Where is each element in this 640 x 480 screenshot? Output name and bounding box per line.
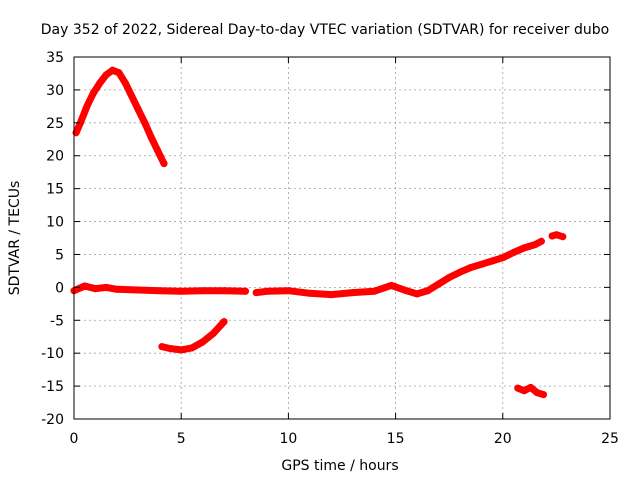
data-point	[154, 147, 162, 154]
data-point	[188, 344, 196, 352]
data-point	[160, 160, 168, 168]
data-point	[252, 289, 260, 297]
axis-ticks: 0 5 10 15 20 25 -20 -15 -10 -5 0 5 10 15 20 25 30 35	[41, 50, 619, 447]
data-point	[167, 345, 174, 353]
data-point	[81, 282, 89, 290]
data-point	[102, 283, 110, 291]
data-point	[156, 287, 164, 295]
data-point	[220, 287, 228, 295]
data-point	[199, 287, 207, 295]
y-tick-label: -5	[50, 313, 64, 329]
data-point	[109, 66, 117, 74]
x-tick-label: 0	[70, 431, 79, 447]
data-point	[122, 79, 129, 87]
data-point	[141, 119, 149, 127]
data-point	[147, 133, 155, 141]
data-point	[134, 286, 142, 294]
data-point	[510, 249, 517, 256]
data-point	[540, 391, 547, 399]
y-tick-label: 35	[46, 50, 64, 66]
data-point	[514, 384, 522, 392]
data-point	[467, 264, 475, 272]
y-tick-label: -20	[41, 412, 64, 428]
x-axis-label: GPS time / hours	[281, 458, 398, 474]
data-point	[370, 287, 378, 295]
data-point	[445, 274, 453, 281]
plot-frame	[73, 56, 611, 420]
data-point	[559, 233, 567, 241]
data-point	[456, 268, 464, 276]
data-point	[531, 241, 539, 249]
data-point	[488, 257, 496, 265]
x-tick-label: 25	[601, 431, 619, 447]
data-point	[499, 254, 507, 262]
x-tick-label: 15	[387, 431, 405, 447]
data-point	[134, 106, 142, 114]
data-point	[520, 387, 528, 395]
data-point	[177, 346, 185, 354]
segment-4-baseline	[252, 281, 432, 299]
y-tick-label: 15	[46, 182, 64, 198]
data-point	[113, 285, 121, 293]
data-point	[413, 290, 421, 298]
data-point	[209, 329, 217, 337]
x-tick-label: 10	[279, 431, 297, 447]
data-point	[96, 79, 104, 87]
data-point	[306, 289, 314, 297]
data-point	[102, 71, 110, 79]
data-point	[91, 285, 99, 293]
y-tick-label: 30	[46, 83, 64, 99]
data-point	[349, 289, 357, 297]
data-point	[199, 338, 207, 346]
data-point	[220, 318, 228, 326]
y-tick-label: -10	[41, 346, 64, 362]
data-point	[89, 89, 97, 97]
y-tick-label: 5	[55, 247, 64, 263]
data-point	[158, 343, 166, 351]
data-point	[387, 281, 395, 289]
data-point	[128, 93, 136, 100]
data-point	[533, 389, 541, 397]
data-point	[115, 69, 123, 77]
x-tick-label: 20	[494, 431, 512, 447]
data-point	[527, 383, 535, 391]
y-tick-label: 0	[55, 280, 64, 296]
data-point	[263, 287, 271, 295]
x-tick-label: 5	[177, 431, 186, 447]
data-point	[424, 287, 432, 295]
data-point	[537, 237, 545, 245]
data-point	[477, 260, 485, 268]
data-point	[83, 102, 91, 110]
y-tick-label: 25	[46, 116, 64, 132]
data-point	[242, 287, 249, 295]
y-axis-label: SDTVAR / TECUs	[7, 181, 23, 296]
grid	[74, 57, 610, 419]
segment-1-rise	[72, 66, 168, 168]
y-tick-label: 20	[46, 149, 64, 165]
data-point	[284, 287, 292, 295]
data-series	[70, 66, 567, 399]
data-point	[402, 287, 410, 295]
data-point	[435, 280, 442, 288]
data-point	[327, 291, 335, 299]
y-tick-label: -15	[41, 379, 64, 395]
chart-title: Day 352 of 2022, Sidereal Day-to-day VTE…	[41, 22, 609, 38]
data-point	[177, 287, 185, 295]
data-point	[520, 244, 528, 252]
data-point	[76, 119, 84, 127]
y-tick-label: 10	[46, 215, 64, 231]
data-point	[552, 231, 560, 239]
